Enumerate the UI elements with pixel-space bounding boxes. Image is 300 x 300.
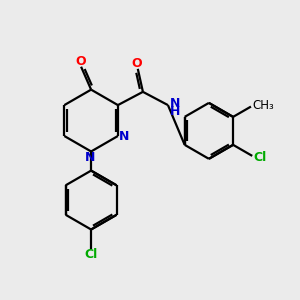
Text: O: O: [131, 57, 142, 70]
Text: H: H: [170, 105, 181, 118]
Text: N: N: [85, 152, 95, 164]
Text: N: N: [119, 130, 130, 142]
Text: Cl: Cl: [85, 248, 98, 261]
Text: N: N: [170, 97, 181, 110]
Text: Cl: Cl: [253, 151, 266, 164]
Text: CH₃: CH₃: [253, 99, 274, 112]
Text: O: O: [76, 55, 86, 68]
